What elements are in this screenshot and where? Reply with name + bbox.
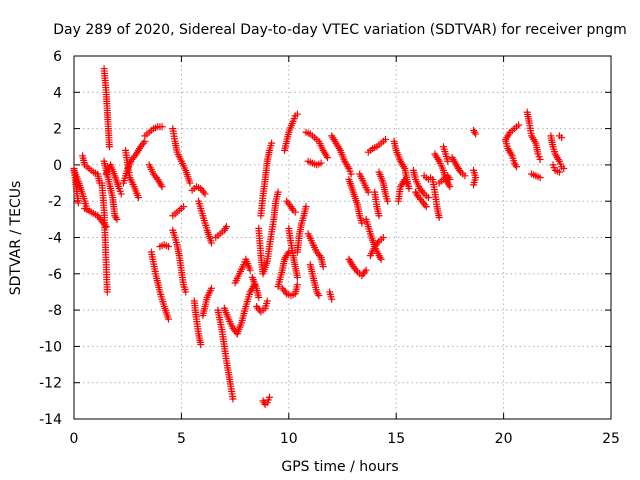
data-point: [364, 188, 372, 196]
chart-title: Day 289 of 2020, Sidereal Day-to-day VTE…: [53, 22, 627, 38]
data-point: [444, 157, 452, 165]
y-tick-label: -2: [48, 194, 62, 210]
data-point: [424, 194, 432, 202]
x-tick-label: 5: [177, 431, 186, 447]
data-point: [207, 239, 215, 247]
y-tick-label: 0: [53, 158, 62, 174]
data-point: [265, 393, 273, 401]
data-point: [103, 288, 111, 296]
data-point: [207, 284, 215, 292]
y-axis-label: SDTVAR / TECUs: [8, 181, 24, 296]
series-pngm: [70, 65, 568, 408]
data-point: [180, 203, 188, 211]
data-point: [461, 172, 469, 180]
data-point: [255, 293, 263, 301]
x-tick-label: 15: [387, 431, 405, 447]
data-point: [384, 197, 392, 205]
data-point: [246, 266, 254, 274]
data-point: [165, 315, 173, 323]
data-point: [263, 297, 271, 305]
data-point: [317, 159, 325, 167]
data-point: [186, 179, 194, 187]
data-point: [470, 181, 478, 189]
data-point: [201, 190, 209, 198]
data-point: [105, 143, 113, 151]
data-point: [285, 248, 293, 256]
data-point: [512, 163, 520, 171]
data-point: [323, 154, 331, 162]
data-point: [422, 203, 430, 211]
x-tick-label: 10: [280, 431, 298, 447]
data-point: [536, 174, 544, 182]
data-point: [293, 110, 301, 118]
y-tick-label: -10: [39, 339, 62, 355]
grid: [74, 56, 611, 419]
x-axis-label: GPS time / hours: [281, 459, 398, 475]
y-tick-label: 6: [53, 49, 62, 65]
data-point: [377, 255, 385, 263]
data-point: [555, 168, 563, 176]
data-point: [197, 341, 205, 349]
data-point: [328, 295, 336, 303]
y-tick-label: -12: [39, 376, 62, 392]
x-tick-label: 25: [602, 431, 620, 447]
data-point: [113, 215, 121, 223]
data-point: [158, 123, 166, 131]
data-point: [158, 183, 166, 191]
data-point: [375, 212, 383, 220]
data-point: [403, 179, 411, 187]
data-point: [74, 199, 82, 207]
data-point: [268, 139, 276, 147]
data-point: [291, 208, 299, 216]
data-point: [446, 175, 454, 183]
data-point: [117, 190, 125, 198]
x-tick-label: 20: [495, 431, 513, 447]
y-tick-label: -4: [48, 231, 62, 247]
data-point: [102, 223, 110, 231]
data-point: [435, 214, 443, 222]
data-point: [182, 288, 190, 296]
data-point: [379, 234, 387, 241]
data-point: [358, 219, 366, 227]
y-tick-label: 4: [53, 85, 62, 101]
data-point: [558, 134, 566, 142]
y-tick-label: -8: [48, 303, 62, 319]
data-point: [223, 223, 231, 231]
data-point: [302, 203, 310, 211]
data-point: [229, 395, 237, 403]
data-point: [274, 188, 282, 196]
x-tick-label: 0: [70, 431, 79, 447]
data-point: [446, 183, 454, 191]
y-tick-label: 2: [53, 122, 62, 138]
data-point: [315, 292, 323, 300]
data-point: [472, 130, 480, 138]
data-point: [293, 273, 301, 281]
data-point: [515, 121, 523, 129]
data-point: [362, 266, 370, 274]
data-points: [70, 65, 568, 408]
data-point: [134, 194, 142, 202]
axis-ticks: 0 5 10 15 20 25 -14 -12 -10 -8 -6 -4 -2 0 2 4 6: [39, 49, 620, 447]
data-point: [536, 155, 544, 163]
y-tick-label: -14: [39, 412, 62, 428]
data-point: [165, 243, 173, 251]
data-point: [405, 184, 413, 192]
data-point: [381, 135, 389, 143]
data-point: [347, 170, 355, 178]
data-point: [293, 281, 301, 289]
data-point: [319, 263, 327, 271]
y-tick-label: -6: [48, 267, 62, 283]
data-point: [560, 165, 568, 173]
